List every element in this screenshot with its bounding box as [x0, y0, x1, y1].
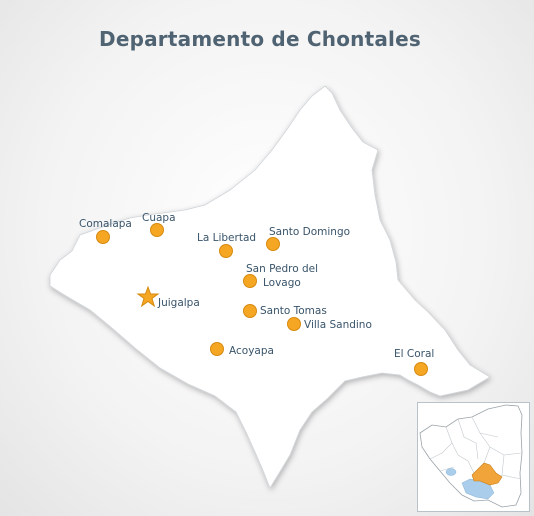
- comalapa-marker[interactable]: [96, 230, 110, 244]
- comalapa-label: Comalapa: [79, 218, 132, 230]
- santo-tomas-label: Santo Tomas: [260, 305, 327, 317]
- chontales-highlight: [471, 462, 503, 486]
- chontales-department-shape: [49, 85, 491, 489]
- san-pedro-del-lovago-marker[interactable]: [243, 274, 257, 288]
- san-pedro-del-lovago-label-line2: Lovago: [263, 277, 301, 289]
- juigalpa-label: Juigalpa: [157, 297, 200, 309]
- map-title: Departamento de Chontales: [99, 27, 421, 51]
- santo-domingo-label: Santo Domingo: [269, 226, 350, 238]
- cuapa-marker[interactable]: [150, 223, 164, 237]
- san-pedro-del-lovago-label-line1: San Pedro del: [246, 263, 318, 275]
- villa-sandino-marker[interactable]: [287, 317, 301, 331]
- santo-tomas-marker[interactable]: [243, 304, 257, 318]
- lake-managua: [445, 468, 457, 476]
- cuapa-label: Cuapa: [142, 212, 176, 224]
- santo-domingo-marker[interactable]: [266, 237, 280, 251]
- villa-sandino-label: Villa Sandino: [304, 319, 372, 331]
- el-coral-label: El Coral: [394, 348, 434, 360]
- la-libertad-label: La Libertad: [197, 232, 256, 244]
- la-libertad-marker[interactable]: [219, 244, 233, 258]
- nicaragua-locator-map: [419, 404, 523, 508]
- locator-inset-map: [417, 402, 530, 512]
- el-coral-marker[interactable]: [414, 362, 428, 376]
- acoyapa-label: Acoyapa: [229, 345, 274, 357]
- juigalpa-star-icon[interactable]: [136, 285, 160, 308]
- acoyapa-marker[interactable]: [210, 342, 224, 356]
